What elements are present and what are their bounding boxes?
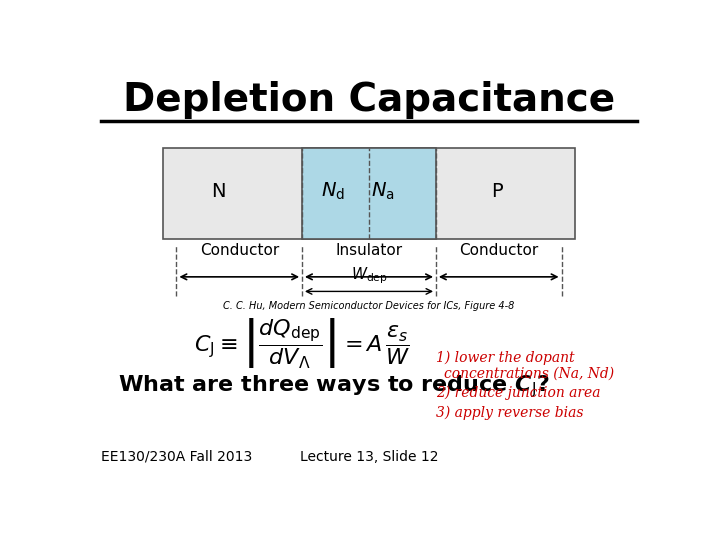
- Text: Depletion Capacitance: Depletion Capacitance: [123, 81, 615, 119]
- Text: 2) reduce junction area: 2) reduce junction area: [436, 386, 600, 401]
- Text: Conductor: Conductor: [199, 243, 279, 258]
- Text: $C_{\mathrm{J}} \equiv \left|\dfrac{dQ_{\mathrm{dep}}}{dV_{\Lambda}}\right| = A\: $C_{\mathrm{J}} \equiv \left|\dfrac{dQ_{…: [194, 316, 410, 370]
- Text: EE130/230A Fall 2013: EE130/230A Fall 2013: [101, 450, 253, 464]
- Text: C. C. Hu, Modern Semiconductor Devices for ICs, Figure 4-8: C. C. Hu, Modern Semiconductor Devices f…: [223, 301, 515, 311]
- Bar: [163, 148, 575, 239]
- Text: Insulator: Insulator: [336, 243, 402, 258]
- Text: What are three ways to reduce $\boldsymbol{C}_{\mathrm{J}}$?: What are three ways to reduce $\boldsymb…: [118, 374, 549, 401]
- Text: 3) apply reverse bias: 3) apply reverse bias: [436, 406, 583, 421]
- Bar: [302, 148, 436, 239]
- Text: P: P: [492, 182, 503, 201]
- Text: N: N: [211, 182, 225, 201]
- Text: 1) lower the dopant: 1) lower the dopant: [436, 351, 575, 365]
- Text: $N_{\mathrm{d}}$: $N_{\mathrm{d}}$: [320, 181, 345, 202]
- Text: concentrations (Na, Nd): concentrations (Na, Nd): [444, 366, 614, 380]
- Text: $W_{\mathrm{dep}}$: $W_{\mathrm{dep}}$: [351, 265, 387, 286]
- Text: Lecture 13, Slide 12: Lecture 13, Slide 12: [300, 450, 438, 464]
- Text: Conductor: Conductor: [459, 243, 539, 258]
- Text: $N_{\mathrm{a}}$: $N_{\mathrm{a}}$: [371, 181, 395, 202]
